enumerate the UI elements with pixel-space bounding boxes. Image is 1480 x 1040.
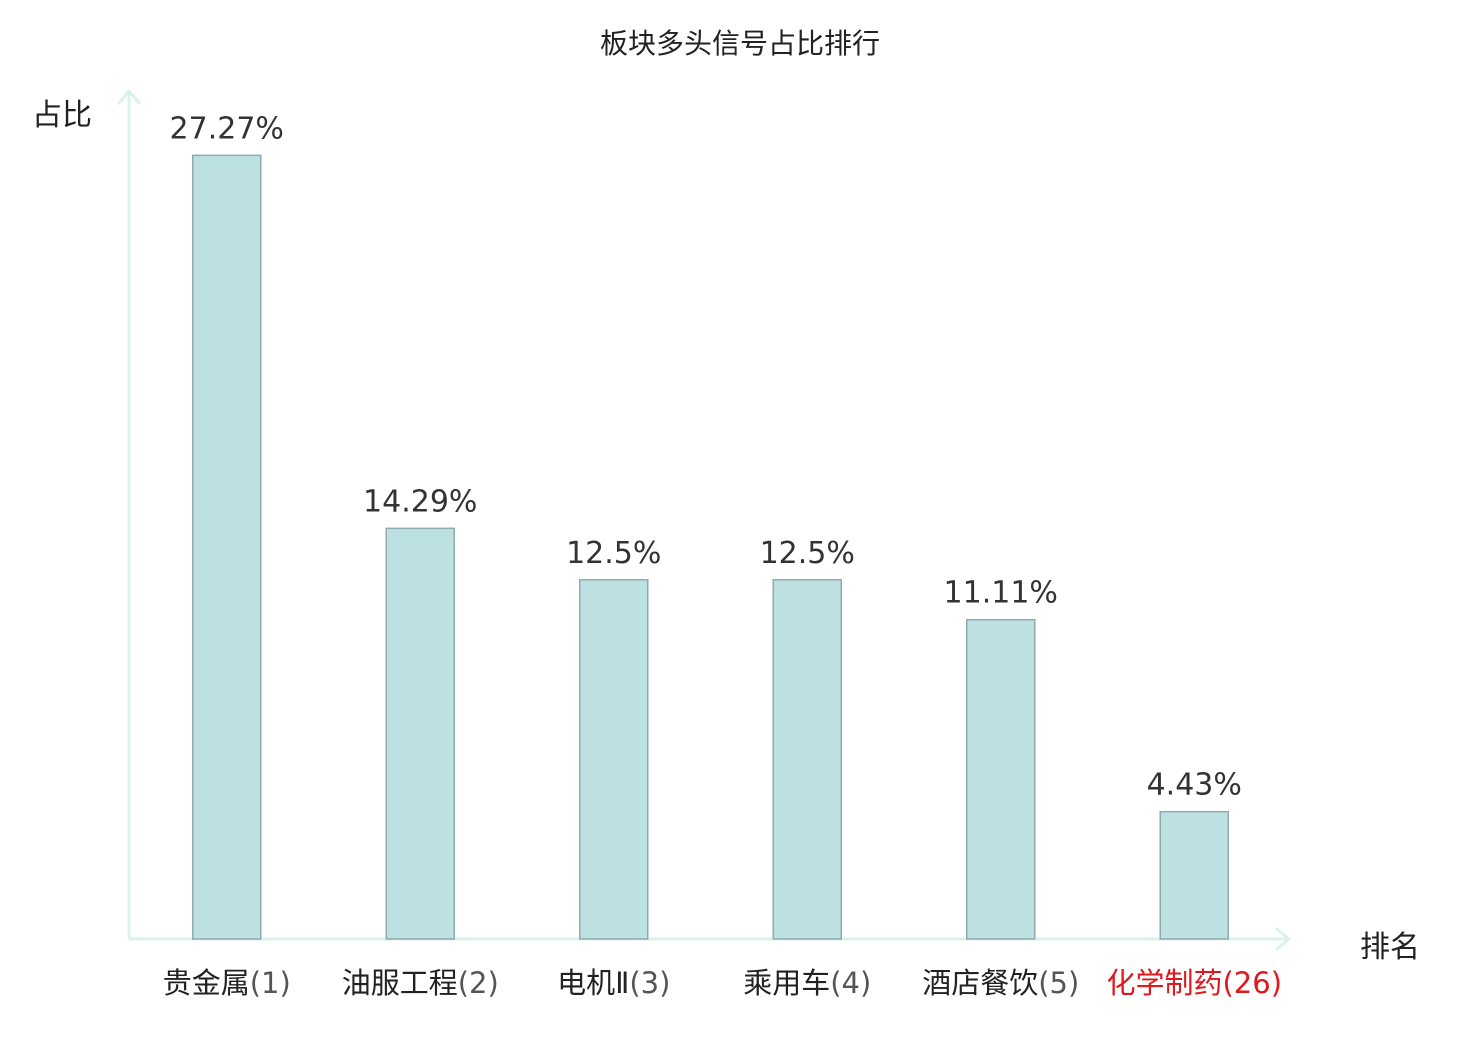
category-rank: (5): [1038, 966, 1079, 1000]
bar: [192, 154, 262, 940]
category-rank: (2): [458, 966, 499, 1000]
x-axis-arrow: [1275, 927, 1291, 951]
bar: [385, 527, 455, 940]
data-label: 11.11%: [944, 576, 1058, 611]
x-tick-label: 油服工程(2): [342, 966, 499, 1000]
x-tick-label: 电机Ⅱ(3): [557, 966, 670, 1000]
category-name: 化学制药: [1106, 966, 1222, 1000]
category-rank: (26): [1222, 966, 1282, 1000]
x-tick-label: 乘用车(4): [743, 966, 871, 1000]
data-label: 14.29%: [363, 484, 477, 519]
bar: [579, 579, 649, 940]
category-name: 贵金属: [163, 966, 250, 1000]
bar: [1159, 810, 1229, 940]
data-label: 12.5%: [566, 536, 661, 571]
category-name: 电机Ⅱ: [557, 966, 629, 1000]
category-name: 油服工程: [342, 966, 458, 1000]
data-label: 12.5%: [760, 536, 855, 571]
category-name: 酒店餐饮: [922, 966, 1038, 1000]
x-axis-title: 排名: [1360, 930, 1420, 965]
bar: [966, 618, 1036, 940]
data-label: 27.27%: [170, 111, 284, 146]
category-rank: (4): [830, 966, 871, 1000]
y-axis-title: 占比: [32, 98, 92, 133]
chart-title: 板块多头信号占比排行: [599, 27, 880, 60]
category-rank: (3): [629, 966, 670, 1000]
bar: [772, 579, 842, 940]
x-tick-label: 贵金属(1): [163, 966, 291, 1000]
x-tick-label: 化学制药(26): [1106, 966, 1282, 1000]
x-tick-label: 酒店餐饮(5): [922, 966, 1079, 1000]
category-name: 乘用车: [743, 966, 830, 1000]
category-rank: (1): [250, 966, 291, 1000]
y-axis-arrow: [117, 89, 141, 105]
data-label: 4.43%: [1147, 768, 1242, 803]
